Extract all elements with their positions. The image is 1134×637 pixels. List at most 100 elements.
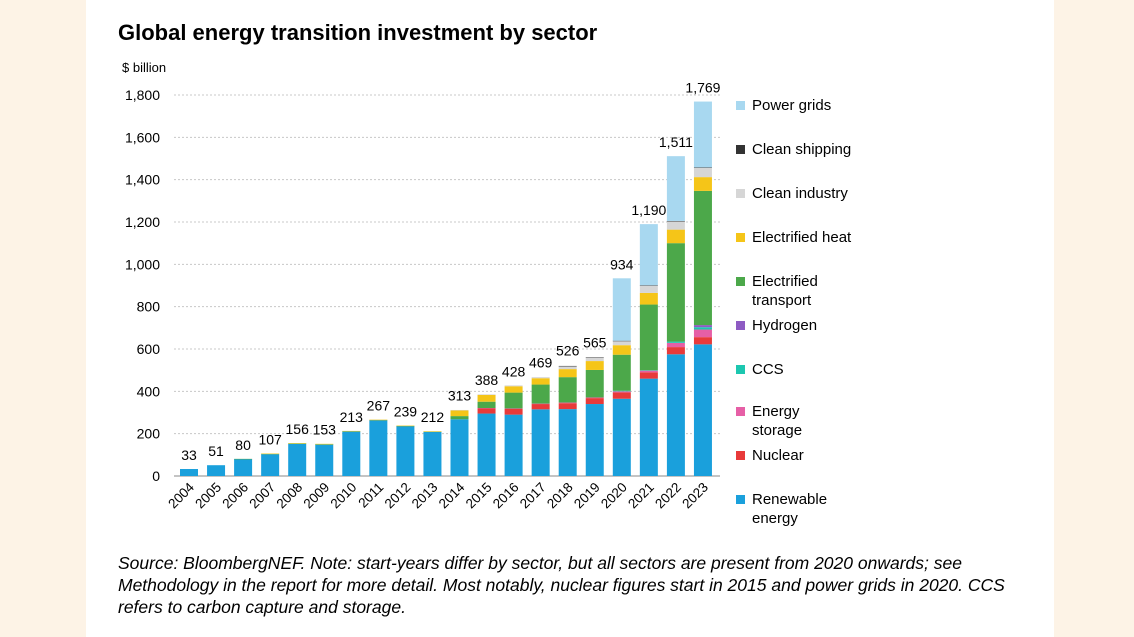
bar-total-label: 80 <box>235 437 251 453</box>
bar-segment-nuclear <box>477 408 496 414</box>
legend-swatch <box>736 189 745 198</box>
x-tick-label: 2008 <box>273 480 305 512</box>
bar-segment-clean-shipping <box>612 340 631 342</box>
stacked-bar-chart: 0 200 400 600 800 1,000 1,200 1,400 1,600 1,800 33… <box>125 80 721 512</box>
bar-segment-electrified-transport <box>504 392 523 409</box>
y-tick-label: 1,200 <box>125 214 160 230</box>
bar-total-label: 212 <box>421 409 445 425</box>
bar-total-label: 267 <box>367 397 391 413</box>
x-tick-label: 2016 <box>490 480 522 512</box>
bar-segment-electrified-transport <box>450 416 469 420</box>
bar-segment-nuclear <box>666 347 685 355</box>
bar-segment-renewable-energy <box>693 344 712 476</box>
bar-segment-clean-industry <box>450 409 469 411</box>
legend-swatch <box>736 321 745 330</box>
bar-segment-power-grids <box>639 224 658 286</box>
x-tick-label: 2013 <box>409 480 441 512</box>
bar-segment-electrified-heat <box>504 386 523 393</box>
bar-segment-renewable-energy <box>261 454 280 476</box>
bar-segment-power-grids <box>612 278 631 341</box>
bar-total-label: 107 <box>258 431 282 447</box>
bar-segment-energy-storage <box>693 329 712 338</box>
legend-swatch <box>736 277 745 286</box>
bar-total-label: 33 <box>181 447 197 463</box>
bar-segment-energy-storage <box>612 391 631 393</box>
bar-segment-energy-storage <box>639 370 658 373</box>
bar-total-label: 1,769 <box>685 80 720 96</box>
x-tick-label: 2007 <box>246 480 278 512</box>
legend-swatch <box>736 233 745 242</box>
bar-segment-clean-shipping <box>666 220 685 222</box>
bar-total-label: 1,511 <box>659 134 693 150</box>
bar-segment-renewable-energy <box>423 431 442 476</box>
bar-segment-renewable-energy <box>612 398 631 476</box>
bar-segment-energy-storage <box>531 403 550 405</box>
x-tick-label: 2023 <box>679 480 711 512</box>
bar-segment-clean-shipping <box>693 167 712 168</box>
x-tick-label: 2017 <box>517 480 549 512</box>
bar-segment-electrified-transport <box>234 458 253 460</box>
legend-label-line: CCS <box>752 361 784 378</box>
legend-label: Clean industry <box>752 184 892 203</box>
y-tick-label: 800 <box>137 299 161 315</box>
legend-label: CCS <box>752 360 892 379</box>
y-axis-unit-label: $ billion <box>122 60 167 75</box>
y-tick-label: 1,800 <box>125 87 160 103</box>
y-tick-label: 600 <box>137 341 161 357</box>
legend-label: Renewable energy <box>752 490 892 528</box>
bar-segment-electrified-heat <box>666 229 685 244</box>
bar-segment-electrified-heat <box>477 394 496 402</box>
legend-label: Clean shipping <box>752 140 892 159</box>
bar-segment-electrified-heat <box>315 443 334 445</box>
bar-segment-clean-shipping <box>558 365 577 367</box>
y-tick-label: 400 <box>137 383 161 399</box>
bar-segment-renewable-energy <box>396 426 415 476</box>
legend-label-line: Energy <box>752 403 800 420</box>
bar-segment-renewable-energy <box>207 465 226 476</box>
bar-total-label: 469 <box>529 355 553 371</box>
legend-label-line: Electrified heat <box>752 229 852 246</box>
bar-total-label: 156 <box>286 421 310 437</box>
bar-segment-renewable-energy <box>558 409 577 476</box>
legend-label-line: Hydrogen <box>752 317 818 334</box>
bar-segment-clean-industry <box>558 366 577 370</box>
bar-segment-electrified-transport <box>693 190 712 326</box>
bar-segment-nuclear <box>693 337 712 345</box>
legend-swatch <box>736 495 745 504</box>
bar-segment-renewable-energy <box>477 413 496 476</box>
bar-segment-electrified-transport <box>315 444 334 445</box>
bar-segment-renewable-energy <box>315 444 334 476</box>
bar-total-label: 388 <box>475 372 499 388</box>
x-tick-label: 2015 <box>463 480 495 512</box>
bar-total-label: 313 <box>448 388 472 404</box>
x-tick-label: 2006 <box>219 480 251 512</box>
x-tick-label: 2005 <box>192 480 224 512</box>
legend-label-line: Clean shipping <box>752 141 852 158</box>
bar-segment-renewable-energy <box>234 459 253 476</box>
bar-segment-electrified-heat <box>450 410 469 417</box>
bar-segment-electrified-transport <box>639 304 658 371</box>
bar-total-label: 526 <box>556 343 580 359</box>
bar-segment-electrified-heat <box>288 443 307 444</box>
chart-panel: Global energy transition investment by s… <box>86 0 1054 637</box>
bar-segment-clean-shipping <box>585 357 604 358</box>
bar-segment-energy-storage <box>477 408 496 409</box>
bar-segment-electrified-heat <box>369 419 388 421</box>
bar-segment-renewable-energy <box>369 420 388 476</box>
bar-segment-electrified-heat <box>585 361 604 370</box>
bar-segment-electrified-transport <box>585 369 604 398</box>
legend-swatch <box>736 145 745 154</box>
x-tick-label: 2004 <box>165 479 197 511</box>
x-tick-label: 2018 <box>544 480 576 512</box>
bar-segment-nuclear <box>639 372 658 379</box>
bar-segment-renewable-energy <box>504 414 523 476</box>
bar-segment-renewable-energy <box>180 469 198 476</box>
bar-segment-nuclear <box>531 404 550 410</box>
legend-swatch <box>736 451 745 460</box>
bar-total-label: 565 <box>583 334 607 350</box>
bar-segment-electrified-heat <box>396 425 415 427</box>
x-tick-label: 2020 <box>598 480 630 512</box>
y-tick-label: 200 <box>137 426 161 442</box>
bar-segment-clean-industry <box>585 357 604 362</box>
legend-label: Electrified transport <box>752 272 892 310</box>
